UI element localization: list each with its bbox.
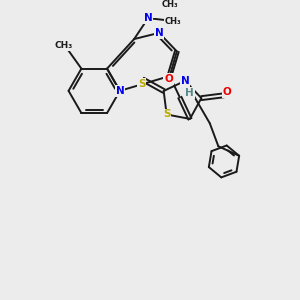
Text: O: O xyxy=(164,74,173,84)
Text: N: N xyxy=(116,86,124,96)
Text: S: S xyxy=(138,79,145,89)
Text: N: N xyxy=(181,76,190,86)
Text: O: O xyxy=(222,88,231,98)
Text: CH₃: CH₃ xyxy=(162,1,179,10)
Text: S: S xyxy=(163,110,170,119)
Text: N: N xyxy=(144,13,152,23)
Text: CH₃: CH₃ xyxy=(165,17,182,26)
Text: H: H xyxy=(185,88,194,98)
Text: N: N xyxy=(155,28,164,38)
Text: CH₃: CH₃ xyxy=(54,41,73,50)
